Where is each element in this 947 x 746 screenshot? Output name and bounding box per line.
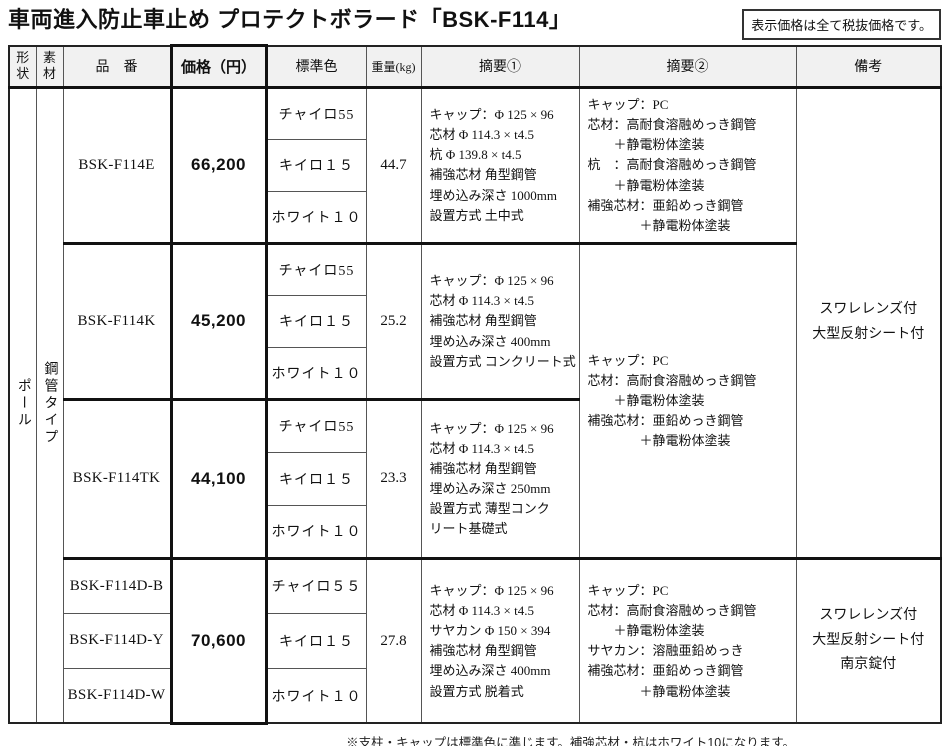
- column-header-price: 価格（円）: [169, 44, 268, 89]
- tax-note-box: 表示価格は全て税抜価格です。: [742, 9, 941, 40]
- summary1-cell: キャップ：Φ 125 × 96 芯材 Φ 114.3 × t4.5 補強芯材 角…: [420, 397, 580, 559]
- model-cell: BSK-F114D-B: [62, 556, 172, 614]
- header-bar: 車両進入防止車止め プロテクトボラード「BSK-F114」 表示価格は全て税抜価…: [0, 0, 947, 44]
- weight-cell: 44.7: [365, 87, 422, 244]
- weight-cell: 25.2: [365, 241, 422, 400]
- header-row: 形状 素材 品 番 価格（円） 標準色 重量(kg) 摘要① 摘要② 備考: [8, 44, 942, 89]
- remarks-cell: スワレレンズ付 大型反射シート付: [795, 87, 942, 559]
- summary1-cell: キャップ：Φ 125 × 96 芯材 Φ 114.3 × t4.5 補強芯材 角…: [420, 241, 580, 400]
- color-cell: チャイロ55: [265, 397, 367, 453]
- column-header-color: 標準色: [265, 45, 367, 89]
- column-header-material: 素材: [35, 45, 64, 89]
- table-row: キイロ１５: [9, 294, 941, 348]
- summary2-cell: キャップ：PC 芯材：高耐食溶融めっき鋼管 ＋静電粉体塗装 杭 ：高耐食溶融めっ…: [578, 87, 797, 244]
- model-cell: BSK-F114D-W: [62, 667, 172, 724]
- color-cell: キイロ１５: [265, 294, 367, 348]
- price-cell: 44,100: [169, 397, 268, 559]
- footnote: ※支柱・キャップは標準色に準じます。補強芯材・杭はホワイト10になります。: [346, 735, 795, 746]
- table-row: BSK-F114TK 44,100 チャイロ55 23.3 キャップ：Φ 125…: [9, 397, 941, 559]
- color-cell: ホワイト１０: [265, 346, 367, 400]
- table-row: ホワイト１０: [9, 504, 941, 559]
- remarks-cell: スワレレンズ付 大型反射シート付 南京錠付: [795, 556, 942, 724]
- color-cell: キイロ１５: [265, 138, 367, 192]
- column-header-model: 品 番: [62, 45, 172, 89]
- color-cell: ホワイト１０: [265, 190, 367, 244]
- table-row: キイロ１５: [9, 138, 941, 192]
- weight-cell: 23.3: [365, 397, 422, 559]
- weight-cell: 27.8: [365, 556, 422, 724]
- table-row: BSK-F114D-Y キイロ１５: [9, 612, 941, 669]
- price-cell: 66,200: [169, 87, 268, 244]
- material-cell: 鋼管タイプ: [35, 87, 64, 724]
- shape-cell: ポール: [8, 87, 37, 724]
- table-row: BSK-F114K 45,200 チャイロ55 25.2 キャップ：Φ 125 …: [9, 241, 941, 559]
- color-cell: キイロ１５: [265, 612, 367, 669]
- summary1-cell: キャップ：Φ 125 × 96 芯材 Φ 114.3 × t4.5 杭 Φ 13…: [420, 87, 580, 244]
- column-header-summary2: 摘要②: [578, 45, 797, 89]
- column-header-shape: 形状: [8, 45, 37, 89]
- model-cell: BSK-F114D-Y: [62, 612, 172, 669]
- table-row: ポール 鋼管タイプ BSK-F114E 66,200 チャイロ55 44.7 キ…: [8, 87, 942, 724]
- color-cell: キイロ１５: [265, 451, 367, 506]
- model-cell: BSK-F114TK: [62, 397, 172, 559]
- color-cell: ホワイト１０: [265, 667, 367, 724]
- column-header-remarks: 備考: [795, 45, 942, 89]
- color-cell: チャイロ55: [265, 241, 367, 296]
- table-row: ホワイト１０: [9, 346, 941, 400]
- color-cell: チャイロ55: [265, 87, 367, 140]
- table-row: BSK-F114D-B 70,600 チャイロ５５ 27.8 キャップ：Φ 12…: [9, 556, 942, 725]
- column-header-weight: 重量(kg): [365, 45, 422, 89]
- summary1-cell: キャップ：Φ 125 × 96 芯材 Φ 114.3 × t4.5 サヤカン Φ…: [420, 556, 580, 724]
- page-title: 車両進入防止車止め プロテクトボラード「BSK-F114」: [8, 7, 572, 32]
- price-cell: 70,600: [169, 556, 268, 725]
- model-cell: BSK-F114K: [62, 241, 172, 400]
- color-cell: ホワイト１０: [265, 504, 367, 559]
- model-cell: BSK-F114E: [62, 87, 172, 244]
- table-row: BSK-F114D-W ホワイト１０: [9, 667, 941, 724]
- table-row: ホワイト１０: [9, 190, 941, 244]
- column-header-summary1: 摘要①: [420, 45, 580, 89]
- summary2-cell: キャップ：PC 芯材：高耐食溶融めっき鋼管 ＋静電粉体塗装 サヤカン：溶融亜鉛め…: [578, 556, 797, 724]
- color-cell: チャイロ５５: [265, 556, 367, 614]
- summary2-cell: キャップ：PC 芯材：高耐食溶融めっき鋼管 ＋静電粉体塗装 補強芯材：亜鉛めっき…: [578, 241, 797, 559]
- price-cell: 45,200: [169, 241, 268, 400]
- spec-table: 形状 素材 品 番 価格（円） 標準色 重量(kg) 摘要① 摘要② 備考 ポー…: [8, 44, 942, 725]
